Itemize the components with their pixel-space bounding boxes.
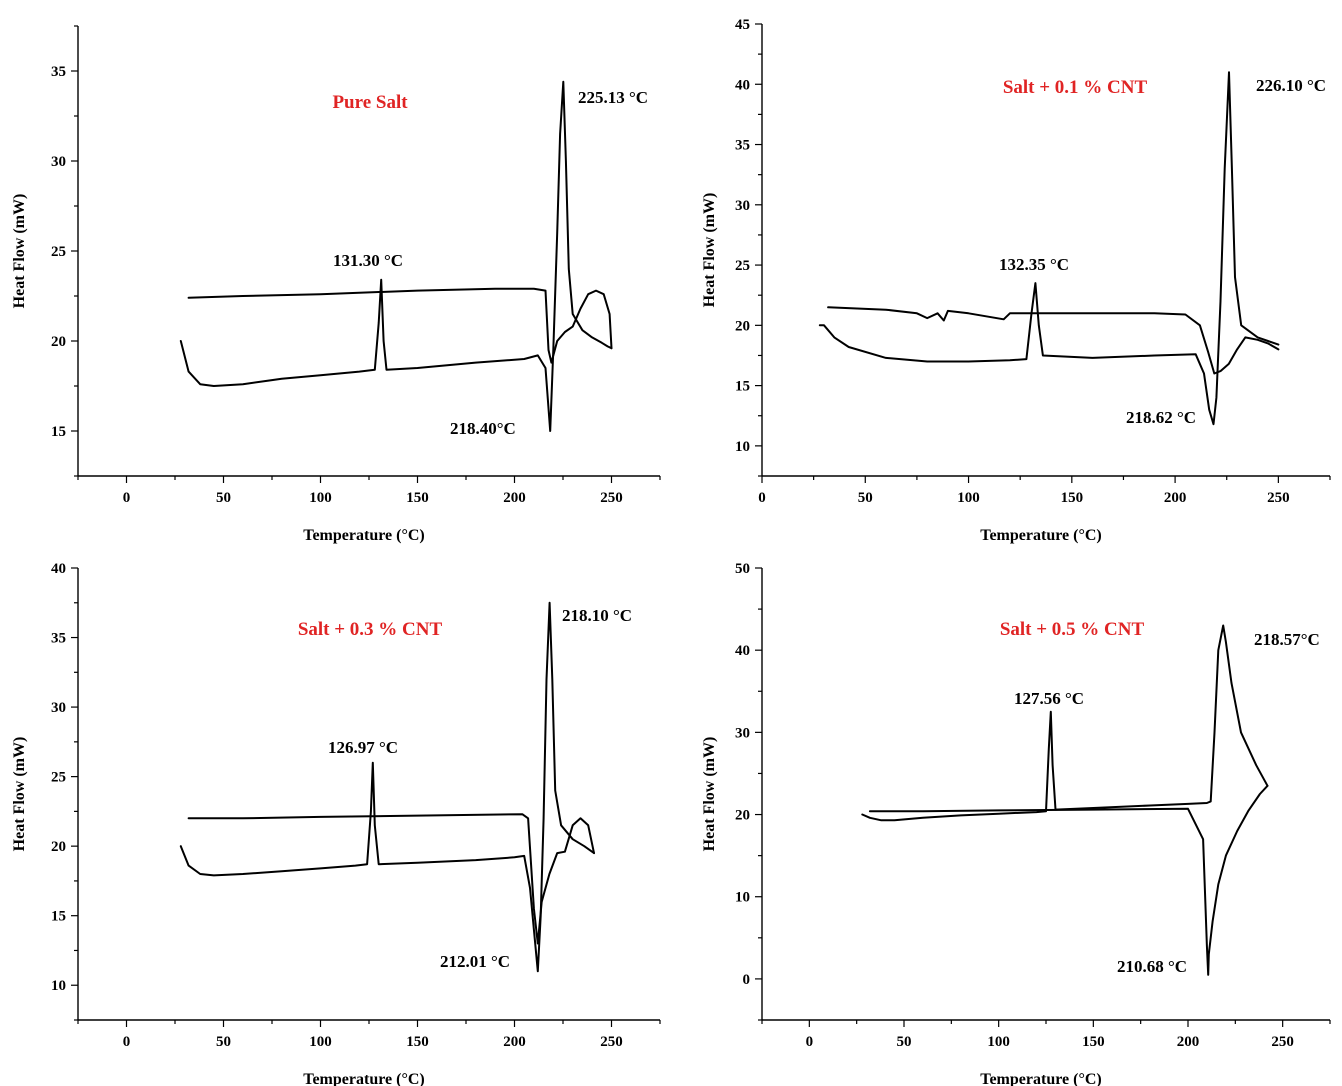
- y-tick-label: 10: [735, 439, 750, 455]
- x-tick-label: 150: [406, 1034, 429, 1050]
- y-tick-label: 10: [735, 890, 750, 906]
- cooling-curve: [187, 813, 595, 945]
- peak-annotation: 218.57°C: [1254, 630, 1320, 649]
- chart-panel-4: 0 50 100 150 200 250 0 10 20 30 40 50 Temperature (°…: [701, 561, 1331, 1086]
- peak-annotation: 225.13 °C: [578, 88, 648, 107]
- x-axis-title: Temperature (°C): [980, 1071, 1101, 1086]
- y-tick-label: 40: [735, 643, 750, 659]
- x-tick-label: 100: [987, 1034, 1010, 1050]
- x-axis-title: Temperature (°C): [303, 527, 424, 544]
- y-tick-label: 30: [51, 154, 66, 170]
- x-tick-label: 0: [758, 490, 766, 506]
- heating-curve: [179, 80, 613, 432]
- y-tick-label: 30: [735, 725, 750, 741]
- cooling-curve: [868, 784, 1269, 976]
- peak-annotation: 126.97 °C: [328, 738, 398, 757]
- x-tick-label: 0: [123, 490, 131, 506]
- y-tick-label: 20: [735, 808, 750, 824]
- y-tick-label: 20: [51, 839, 66, 855]
- peak-annotation: 210.68 °C: [1117, 957, 1187, 976]
- x-tick-label: 200: [1164, 490, 1187, 506]
- x-tick-label: 0: [123, 1034, 131, 1050]
- y-tick-label: 0: [743, 972, 751, 988]
- y-axis-title: Heat Flow (mW): [701, 193, 718, 308]
- peak-annotation: 212.01 °C: [440, 952, 510, 971]
- y-axis-title: Heat Flow (mW): [11, 737, 28, 852]
- peak-annotation: 131.30 °C: [333, 251, 403, 270]
- cooling-curve: [187, 287, 613, 364]
- x-tick-label: 100: [957, 490, 980, 506]
- y-tick-label: 30: [735, 198, 750, 214]
- y-tick-label: 35: [51, 631, 66, 647]
- y-tick-label: 35: [735, 138, 750, 154]
- x-tick-label: 100: [309, 490, 332, 506]
- x-tick-label: 50: [216, 490, 231, 506]
- peak-annotation: 132.35 °C: [999, 255, 1069, 274]
- chart-panel-2: 0 50 100 150 200 250 10 15 20 25 30 35 40 45 Temperatu…: [701, 17, 1331, 544]
- heating-curve: [179, 601, 595, 973]
- y-tick-label: 20: [735, 318, 750, 334]
- peak-annotation: 127.56 °C: [1014, 689, 1084, 708]
- x-tick-label: 50: [897, 1034, 912, 1050]
- y-tick-label: 20: [51, 334, 66, 350]
- y-axis-title: Heat Flow (mW): [11, 194, 28, 309]
- x-tick-label: 0: [806, 1034, 814, 1050]
- panel-title: Salt + 0.1 % CNT: [1003, 77, 1148, 98]
- x-tick-label: 250: [600, 490, 623, 506]
- y-tick-label: 10: [51, 978, 66, 994]
- x-tick-label: 250: [600, 1034, 623, 1050]
- peak-annotation: 226.10 °C: [1256, 76, 1326, 95]
- x-axis-title: Temperature (°C): [303, 1071, 424, 1086]
- y-tick-label: 40: [51, 561, 66, 577]
- chart-panel-3: 0 50 100 150 200 250 10 15 20 25 30 35 40 Temperature…: [11, 561, 661, 1086]
- y-tick-label: 35: [51, 64, 66, 80]
- heating-curve: [861, 624, 1269, 822]
- x-tick-label: 50: [216, 1034, 231, 1050]
- heating-curve: [818, 71, 1280, 426]
- y-axis-title: Heat Flow (mW): [701, 737, 718, 852]
- y-tick-label: 15: [735, 379, 750, 395]
- x-tick-label: 250: [1267, 490, 1290, 506]
- peak-annotation: 218.62 °C: [1126, 408, 1196, 427]
- peak-annotation: 218.40°C: [450, 419, 516, 438]
- x-tick-label: 150: [1082, 1034, 1105, 1050]
- panel-title: Pure Salt: [332, 92, 408, 113]
- panel-title: Salt + 0.5 % CNT: [1000, 619, 1145, 640]
- y-tick-label: 25: [735, 258, 750, 274]
- x-tick-label: 250: [1271, 1034, 1294, 1050]
- peak-annotation: 218.10 °C: [562, 606, 632, 625]
- cooling-curve: [827, 306, 1280, 375]
- x-axis-title: Temperature (°C): [980, 527, 1101, 544]
- y-tick-label: 30: [51, 700, 66, 716]
- x-tick-label: 50: [858, 490, 873, 506]
- y-tick-label: 50: [735, 561, 750, 577]
- x-tick-label: 200: [503, 1034, 526, 1050]
- y-tick-label: 15: [51, 424, 66, 440]
- x-tick-label: 200: [503, 490, 526, 506]
- x-tick-label: 200: [1177, 1034, 1200, 1050]
- x-tick-label: 150: [1061, 490, 1084, 506]
- y-tick-label: 25: [51, 244, 66, 260]
- y-tick-label: 40: [735, 77, 750, 93]
- x-tick-label: 150: [406, 490, 429, 506]
- chart-panel-1: 0 50 100 150 200 250 15 20 25 30 35 Temperature (°C…: [11, 25, 661, 544]
- y-tick-label: 15: [51, 909, 66, 925]
- panel-title: Salt + 0.3 % CNT: [298, 619, 443, 640]
- y-tick-label: 25: [51, 770, 66, 786]
- y-tick-label: 45: [735, 17, 750, 33]
- x-tick-label: 100: [309, 1034, 332, 1050]
